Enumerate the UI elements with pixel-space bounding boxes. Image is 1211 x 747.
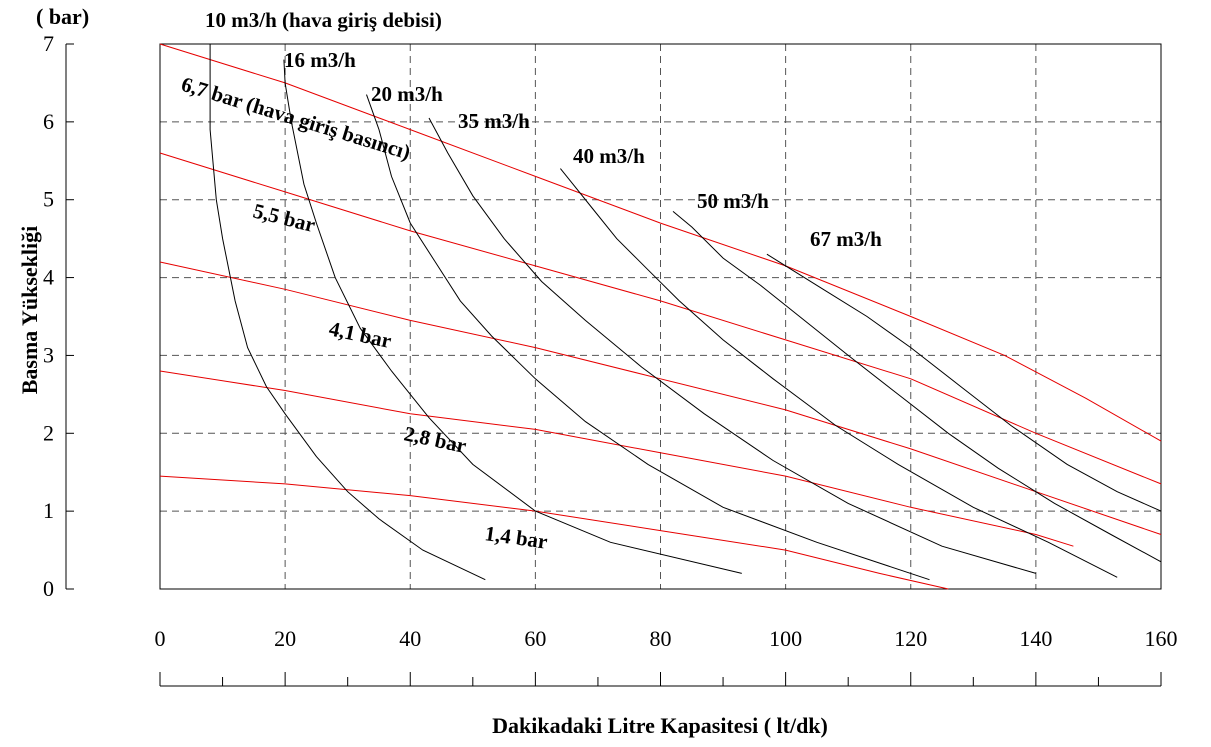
y-unit-label: ( bar) (36, 4, 89, 29)
x-tick-label: 20 (274, 626, 296, 651)
air-flow-label: 20 m3/h (371, 82, 443, 106)
y-tick-label: 1 (43, 498, 54, 523)
air-flow-label: 50 m3/h (697, 189, 769, 213)
plot-frame (159, 43, 1162, 590)
air-flow-curve (672, 211, 1162, 563)
pressure-curve (159, 370, 1074, 547)
y-tick-label: 4 (43, 265, 54, 290)
air-flow-curve (560, 168, 1118, 578)
curve-labels: 10 m3/h (hava giriş debisi) 16 m3/h 20 m3/… (179, 8, 883, 554)
pressure-label: 4,1 bar (327, 316, 394, 353)
air-flow-curve (209, 44, 486, 581)
pressure-label: 2,8 bar (402, 421, 469, 458)
pressure-label: 5,5 bar (251, 199, 318, 238)
y-axis-title: Basma Yüksekliği (17, 226, 42, 395)
air-flow-curve (366, 94, 930, 581)
air-flow-label: 40 m3/h (573, 144, 645, 168)
y-tick-label: 3 (43, 342, 54, 367)
x-tick-label: 120 (894, 626, 927, 651)
y-tick-label: 5 (43, 187, 54, 212)
y-tick-label: 7 (43, 31, 54, 56)
y-tick-label: 2 (43, 420, 54, 445)
air-flow-label: 67 m3/h (810, 227, 882, 251)
pressure-curve (159, 261, 1162, 535)
pressure-curve (159, 43, 1162, 442)
air-flow-label: 35 m3/h (458, 109, 530, 133)
air-flow-label: 10 m3/h (hava giriş debisi) (205, 8, 442, 32)
x-tick-label: 80 (650, 626, 672, 651)
axes: 0 1 2 3 4 5 6 7 0 20 40 60 80 100 120 140 160 (43, 31, 1178, 687)
x-tick-label: 40 (399, 626, 421, 651)
pressure-curve (159, 152, 1162, 485)
x-tick-label: 160 (1145, 626, 1178, 651)
air-flow-label: 16 m3/h (284, 48, 356, 72)
x-tick-label: 60 (524, 626, 546, 651)
x-axis-title: Dakikadaki Litre Kapasitesi ( lt/dk) (492, 713, 828, 738)
y-tick-label: 0 (43, 576, 54, 601)
y-tick-label: 6 (43, 109, 54, 134)
pressure-curve (159, 475, 949, 590)
curves (159, 43, 1162, 590)
air-flow-curve (283, 59, 742, 574)
pressure-label: 1,4 bar (483, 521, 549, 554)
grid (160, 44, 1161, 589)
air-flow-curve (766, 253, 1162, 512)
air-flow-curve (428, 117, 1037, 574)
x-tick-label: 0 (155, 626, 166, 651)
x-tick-label: 140 (1019, 626, 1052, 651)
x-tick-label: 100 (769, 626, 802, 651)
